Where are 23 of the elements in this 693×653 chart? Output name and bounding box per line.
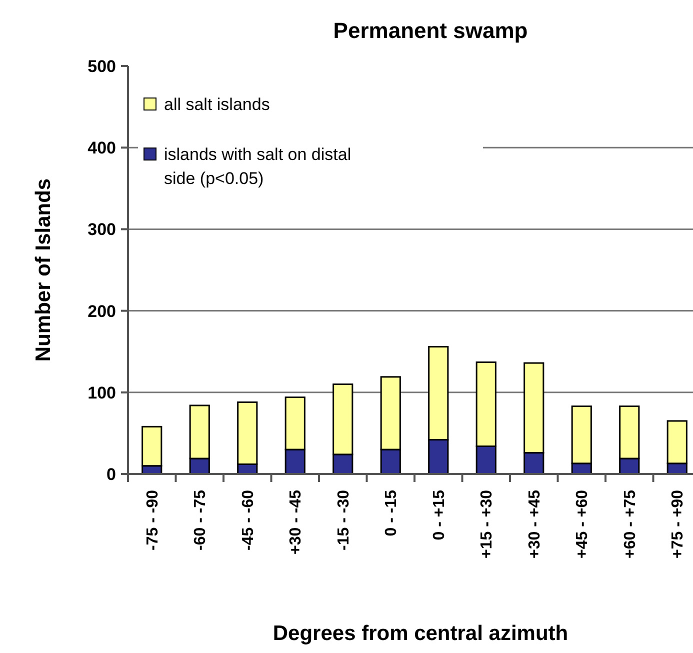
x-tick-label: -15 - -30 bbox=[335, 490, 352, 550]
x-tick-label: -45 - -60 bbox=[240, 490, 257, 550]
chart-title: Permanent swamp bbox=[333, 18, 528, 43]
x-axis-title: Degrees from central azimuth bbox=[272, 622, 568, 645]
x-tick-label: 0 - -15 bbox=[383, 490, 400, 536]
x-tick-label: +15 - +30 bbox=[478, 490, 496, 558]
x-tick-label: -75 - -90 bbox=[144, 490, 162, 550]
y-tick-label: 200 bbox=[88, 302, 116, 321]
x-tick-label: 0 - +15 bbox=[430, 490, 448, 540]
y-tick-label: 100 bbox=[88, 383, 116, 402]
x-tick-label: +45 - +60 bbox=[574, 490, 592, 558]
legend-label: all salt islands bbox=[164, 94, 270, 114]
x-tick-label: +30 - -45 bbox=[288, 490, 305, 554]
x-tick-label: +60 - +75 bbox=[622, 490, 639, 558]
legend-label: islands with salt on distal side (p<0.05) bbox=[164, 144, 352, 188]
y-tick-label: 400 bbox=[88, 138, 116, 158]
y-tick-label: 300 bbox=[88, 220, 116, 240]
y-tick-label: 500 bbox=[88, 56, 116, 76]
y-axis-title: Number of Islands bbox=[32, 178, 55, 362]
y-tick-label: 0 bbox=[106, 464, 116, 484]
x-tick-label: -60 - -75 bbox=[192, 490, 210, 550]
x-tick-label: +30 - +45 bbox=[526, 490, 544, 558]
x-tick-label: +75 - +90 bbox=[670, 490, 687, 558]
